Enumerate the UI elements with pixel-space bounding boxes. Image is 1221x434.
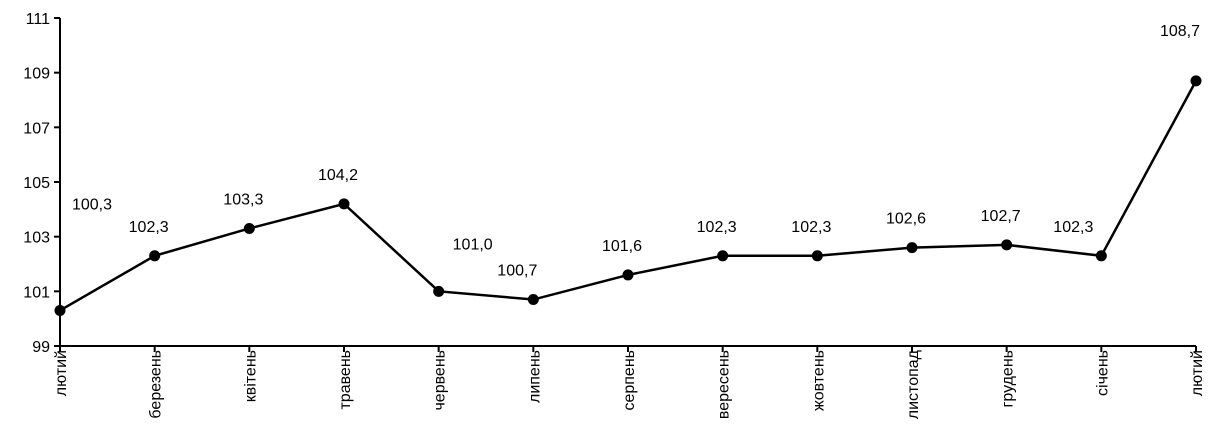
data-point (906, 242, 918, 254)
data-point (243, 222, 255, 234)
axes (59, 18, 1196, 347)
x-axis-ticks: лютий березень квітень травень червень липень… (53, 346, 1206, 419)
y-tick-label: 109 (23, 66, 50, 83)
x-tick-label: січень (1094, 350, 1111, 396)
data-label: 102,3 (129, 219, 169, 236)
x-tick-label: листопад (905, 349, 922, 419)
y-tick-label: 99 (32, 339, 50, 356)
data-point (527, 294, 539, 306)
x-tick-label: квітень (242, 350, 259, 402)
data-label: 104,2 (318, 167, 358, 184)
data-point (338, 198, 350, 210)
x-tick-label: жовтень (810, 350, 827, 411)
y-tick-label: 101 (23, 284, 50, 301)
data-label: 102,3 (1053, 219, 1093, 236)
x-tick-label: березень (148, 350, 165, 419)
x-tick-label: травень (337, 350, 354, 410)
data-label: 101,0 (453, 236, 493, 253)
data-point (433, 285, 445, 297)
data-point (622, 269, 634, 281)
data-point (717, 250, 729, 262)
y-tick-label: 111 (26, 11, 50, 28)
data-label: 100,3 (72, 196, 112, 213)
data-point (1095, 250, 1107, 262)
data-point (149, 250, 161, 262)
y-tick-label: 103 (23, 230, 50, 247)
y-tick-label: 105 (23, 175, 50, 192)
y-tick-label: 107 (23, 120, 50, 137)
x-tick-label: липень (526, 350, 543, 403)
series (54, 75, 1202, 316)
x-tick-label: лютий (1189, 350, 1206, 396)
x-tick-label: червень (432, 350, 449, 411)
data-label: 101,6 (602, 238, 642, 255)
data-label: 103,3 (223, 191, 263, 208)
y-axis-ticks: 99 101 103 105 107 109 111 (23, 11, 60, 356)
data-label: 108,7 (1160, 23, 1200, 40)
x-tick-label: вересень (716, 350, 733, 419)
data-label: 100,7 (497, 263, 537, 280)
data-label: 102,7 (981, 208, 1021, 225)
x-tick-label: серпень (621, 350, 638, 411)
data-label: 102,6 (886, 211, 926, 228)
data-point (1190, 75, 1202, 87)
data-point (1001, 239, 1013, 251)
data-point (811, 250, 823, 262)
x-tick-label: грудень (1000, 350, 1017, 407)
x-tick-label: лютий (53, 350, 70, 396)
data-point (54, 304, 66, 316)
data-label: 102,3 (697, 219, 737, 236)
data-label: 102,3 (791, 219, 831, 236)
